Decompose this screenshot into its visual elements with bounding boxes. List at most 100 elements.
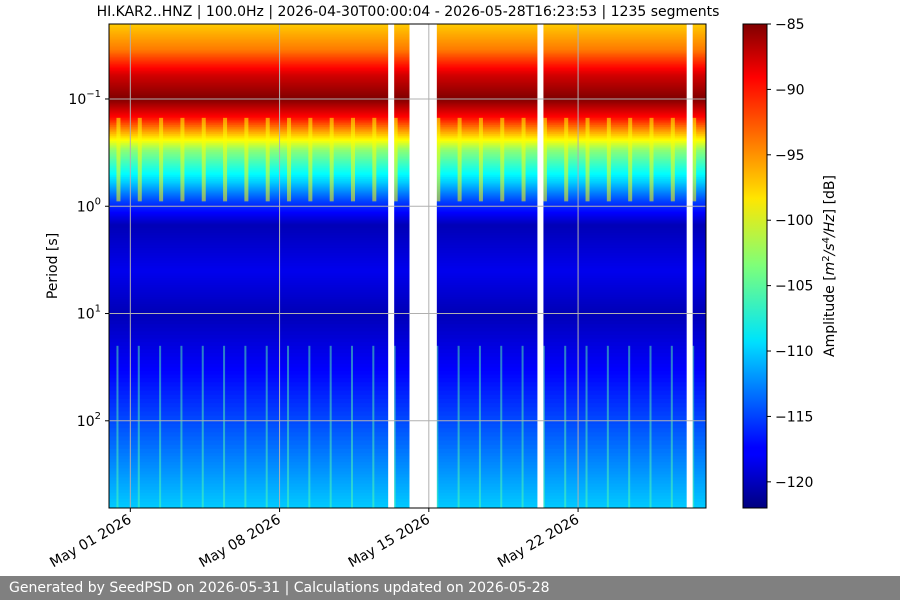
spectrogram-band — [109, 199, 706, 201]
daily-cycle-stripe — [606, 345, 609, 508]
daily-cycle-stripe — [521, 117, 526, 202]
spectrogram-band — [109, 218, 706, 221]
colorbar-tick-label: −110 — [775, 344, 813, 360]
daily-cycle-stripe — [628, 345, 631, 508]
spectrogram-band — [109, 111, 706, 114]
spectrogram-band — [109, 282, 706, 286]
daily-cycle-stripe — [478, 117, 483, 202]
spectrogram-band — [109, 95, 706, 97]
spectrogram-band — [109, 504, 706, 508]
spectrogram-band — [109, 245, 706, 249]
spectrogram-band — [109, 98, 706, 101]
spectrogram-band — [109, 79, 706, 82]
spectrogram-band — [109, 81, 706, 84]
spectrogram-band — [109, 222, 706, 225]
daily-cycle-stripe — [457, 345, 460, 508]
spectrogram-band — [109, 477, 706, 482]
spectrogram-band — [109, 110, 706, 113]
spectrogram-band — [109, 69, 706, 72]
daily-cycle-stripe — [542, 117, 547, 202]
spectrogram-band — [109, 308, 706, 312]
spectrogram-band — [109, 72, 706, 75]
spectrogram-band — [109, 296, 706, 300]
spectrogram-band — [109, 207, 706, 210]
spectrogram-band — [109, 486, 706, 491]
spectrogram-band — [109, 91, 706, 93]
spectrogram-band — [109, 26, 706, 29]
colorbar-label: Amplitude [m2/s4/Hz] [dB] — [821, 175, 838, 357]
spectrogram-band — [109, 186, 706, 189]
spectrogram-band — [109, 28, 706, 31]
spectrogram-band — [109, 83, 706, 86]
spectrogram-band — [109, 285, 706, 289]
colorbar-tick-label: −90 — [775, 82, 805, 98]
spectrogram-band — [109, 92, 706, 95]
spectrogram-band — [109, 183, 706, 186]
spectrogram-band — [109, 58, 706, 61]
spectrogram-band — [109, 121, 706, 124]
spectrogram-band — [109, 115, 706, 118]
spectrogram-band — [109, 45, 706, 48]
spectrogram-band — [109, 335, 706, 340]
daily-cycle-stripe — [585, 345, 588, 508]
spectrogram-band — [109, 219, 706, 222]
spectrogram-band — [109, 37, 706, 40]
spectrogram-band — [109, 331, 706, 336]
spectrogram-band — [109, 423, 706, 429]
spectrogram-band — [109, 240, 706, 244]
spectrogram-band — [109, 235, 706, 239]
daily-cycle-stripe — [137, 117, 142, 202]
spectrogram-band — [109, 144, 706, 148]
spectrogram-band — [109, 189, 706, 192]
daily-cycle-stripe — [372, 117, 377, 202]
daily-cycle-stripe — [223, 345, 226, 508]
spectrogram-band — [109, 501, 706, 506]
spectrogram-band — [109, 289, 706, 293]
spectrogram-band — [109, 59, 706, 62]
spectrogram-band — [109, 73, 706, 76]
spectrogram-band — [109, 320, 706, 325]
spectrogram-band — [109, 415, 706, 421]
spectrogram-band — [109, 182, 706, 185]
spectrogram-band — [109, 57, 706, 60]
spectrogram-band — [109, 196, 706, 198]
spectrogram-band — [109, 139, 706, 142]
daily-cycle-stripe — [244, 117, 249, 202]
spectrogram-band — [109, 356, 706, 361]
data-gap — [388, 24, 395, 508]
spectrogram-band — [109, 190, 706, 193]
x-tick-label: May 22 2026 — [495, 512, 582, 572]
daily-cycle-stripe — [201, 345, 204, 508]
spectrogram-band — [109, 180, 706, 184]
y-tick-label: 101 — [77, 304, 101, 323]
daily-cycle-stripe — [670, 345, 673, 508]
spectrogram-band — [109, 112, 706, 115]
daily-cycle-stripe — [436, 345, 439, 508]
spectrogram-band — [109, 85, 706, 88]
spectrogram-band — [109, 184, 706, 187]
spectrogram-band — [109, 128, 706, 132]
spectrogram-band — [109, 465, 706, 469]
data-gap — [686, 24, 693, 508]
daily-cycle-stripe — [350, 117, 355, 202]
spectrogram-band — [109, 227, 706, 231]
spectrogram-band — [109, 24, 706, 27]
spectrogram-band — [109, 125, 706, 128]
colorbar-tick-label: −120 — [775, 475, 813, 491]
spectrogram-band — [109, 153, 706, 157]
spectrogram-band — [109, 76, 706, 79]
daily-cycle-stripe — [649, 345, 652, 508]
spectrogram-band — [109, 88, 706, 91]
spectrogram-band — [109, 166, 706, 169]
spectrogram-band — [109, 432, 706, 438]
spectrogram-band — [109, 277, 706, 281]
spectrogram-band — [109, 80, 706, 83]
spectrogram-band — [109, 61, 706, 64]
x-axis-ticks: May 01 2026 May 08 2026 May 15 2026 May 22 … — [47, 508, 582, 571]
daily-cycle-stripe — [223, 117, 228, 202]
spectrogram-band — [109, 126, 706, 130]
spectrogram-band — [109, 55, 706, 58]
spectrogram-band — [109, 324, 706, 329]
daily-cycle-stripe — [713, 346, 715, 508]
spectrogram-band — [109, 260, 706, 264]
